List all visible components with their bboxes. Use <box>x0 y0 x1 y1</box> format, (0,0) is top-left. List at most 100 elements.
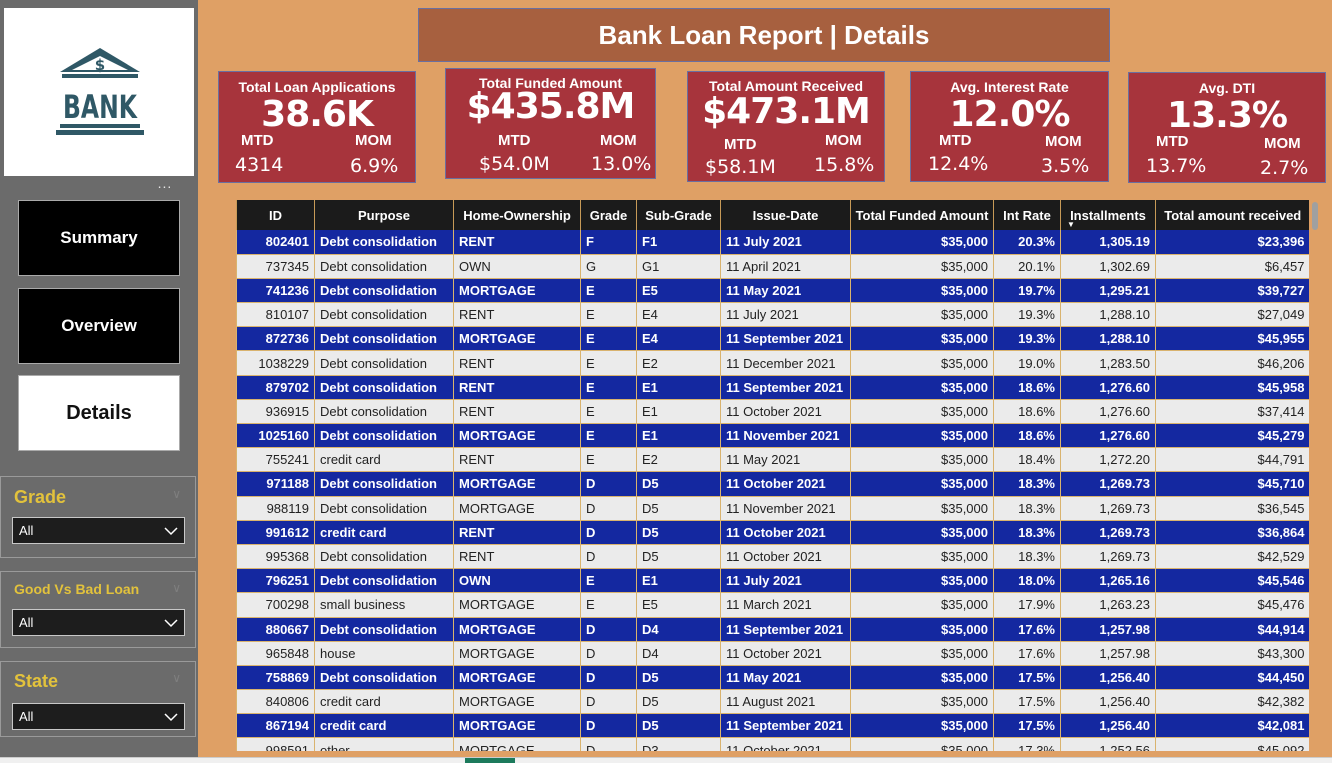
table-cell: D <box>580 617 637 642</box>
table-cell: 11 May 2021 <box>720 665 851 691</box>
collapse-chevron-icon[interactable]: ∨ <box>172 581 181 595</box>
column-header[interactable]: Issue-Date <box>720 200 851 230</box>
table-row[interactable]: 879702 Debt consolidation RENT E E1 11 Septem… <box>236 375 1309 400</box>
kpi-mom-value: 15.8% <box>814 154 875 176</box>
state-dropdown[interactable]: All <box>12 703 185 730</box>
collapse-chevron-icon[interactable]: ∨ <box>172 671 181 685</box>
table-row[interactable]: 936915 Debt consolidation RENT E E1 11 Octobe… <box>236 399 1309 425</box>
kpi-mom-label: MOM <box>825 132 862 149</box>
column-header[interactable]: ID <box>236 200 315 230</box>
column-header[interactable]: Home-Ownership <box>453 200 581 230</box>
table-cell: 1,272.20 <box>1060 447 1156 473</box>
table-cell: 20.3% <box>993 230 1061 255</box>
sort-descending-icon[interactable]: ▼ <box>1067 220 1075 229</box>
table-cell: $35,000 <box>850 496 994 521</box>
table-row[interactable]: 988119 Debt consolidation MORTGAGE D D5 11 No… <box>236 496 1309 521</box>
more-options-icon[interactable]: ... <box>157 175 173 191</box>
table-row[interactable]: 796251 Debt consolidation OWN E E1 11 July 20… <box>236 568 1309 594</box>
collapse-chevron-icon[interactable]: ∨ <box>172 487 181 501</box>
table-row[interactable]: 810107 Debt consolidation RENT E E4 11 July 2… <box>236 302 1309 328</box>
table-cell: D5 <box>636 689 721 715</box>
table-row[interactable]: 741236 Debt consolidation MORTGAGE E E5 11 Ma… <box>236 278 1309 304</box>
table-scrollbar[interactable] <box>1310 200 1320 751</box>
table-cell: 988119 <box>236 496 315 521</box>
table-cell: $6,457 <box>1155 254 1309 279</box>
kpi-title: Total Amount Received <box>708 78 864 94</box>
table-row[interactable]: 965848 house MORTGAGE D D4 11 October 2021 $35… <box>236 641 1309 666</box>
table-row[interactable]: 737345 Debt consolidation OWN G G1 11 April 2… <box>236 254 1309 279</box>
grade-dropdown-value: All <box>19 523 34 538</box>
bank-logo-card: $ BANK <box>4 8 194 176</box>
nav-summary-button[interactable]: Summary <box>18 200 180 276</box>
table-cell: 11 May 2021 <box>720 278 851 304</box>
table-cell: credit card <box>314 713 454 739</box>
table-row[interactable]: 758869 Debt consolidation MORTGAGE D D5 11 Ma… <box>236 665 1309 691</box>
nav-summary-label: Summary <box>60 228 138 247</box>
table-cell: F1 <box>636 230 721 255</box>
table-cell: $35,000 <box>850 302 994 328</box>
table-cell: Debt consolidation <box>314 544 454 570</box>
table-cell: D5 <box>636 471 721 497</box>
table-cell: $35,000 <box>850 665 994 691</box>
kpi-mom-label: MOM <box>600 132 637 149</box>
table-row[interactable]: 991612 credit card RENT D D5 11 October 2021 $… <box>236 520 1309 545</box>
column-header[interactable]: Total amount received <box>1155 200 1309 230</box>
kpi-mtd-label: MTD <box>939 132 972 149</box>
table-row[interactable]: 995368 Debt consolidation RENT D D5 11 Octobe… <box>236 544 1309 570</box>
table-cell: $42,081 <box>1155 713 1309 739</box>
table-cell: 17.5% <box>993 665 1061 691</box>
table-cell: $35,000 <box>850 471 994 497</box>
table-cell: 810107 <box>236 302 315 328</box>
table-cell: E <box>580 375 637 400</box>
table-row[interactable]: 872736 Debt consolidation MORTGAGE E E4 11 Se… <box>236 326 1309 352</box>
table-row[interactable]: 971188 Debt consolidation MORTGAGE D D5 11 Oc… <box>236 471 1309 497</box>
column-header[interactable]: Int Rate <box>993 200 1061 230</box>
table-cell: 737345 <box>236 254 315 279</box>
table-cell: MORTGAGE <box>453 496 581 521</box>
table-cell: Debt consolidation <box>314 278 454 304</box>
table-cell: 1,269.73 <box>1060 471 1156 497</box>
nav-details-button[interactable]: Details <box>18 375 180 451</box>
table-cell: 1,252.56 <box>1060 737 1156 751</box>
column-header[interactable]: Installments ▼ <box>1060 200 1156 230</box>
table-cell: 840806 <box>236 689 315 715</box>
good-vs-bad-loan-dropdown[interactable]: All <box>12 609 185 636</box>
table-row[interactable]: 880667 Debt consolidation MORTGAGE D D4 11 Se… <box>236 617 1309 642</box>
table-cell: 1,276.60 <box>1060 399 1156 425</box>
table-row[interactable]: 1025160 Debt consolidation MORTGAGE E E1 11 N… <box>236 423 1309 449</box>
table-row[interactable]: 755241 credit card RENT E E2 11 May 2021 $35,0… <box>236 447 1309 473</box>
table-row[interactable]: 840806 credit card MORTGAGE D D5 11 August 20… <box>236 689 1309 715</box>
table-cell: D5 <box>636 496 721 521</box>
table-cell: 18.6% <box>993 423 1061 449</box>
column-header[interactable]: Sub-Grade <box>636 200 721 230</box>
column-header[interactable]: Purpose <box>314 200 454 230</box>
table-row[interactable]: 802401 Debt consolidation RENT F F1 11 July 2… <box>236 230 1309 255</box>
active-page-tab[interactable] <box>465 758 515 763</box>
table-cell: 18.3% <box>993 544 1061 570</box>
table-cell: 17.5% <box>993 689 1061 715</box>
table-cell: D3 <box>636 737 721 751</box>
table-cell: MORTGAGE <box>453 278 581 304</box>
table-row[interactable]: 700298 small business MORTGAGE E E5 11 March … <box>236 592 1309 618</box>
table-cell: 1038229 <box>236 350 315 376</box>
table-cell: 11 July 2021 <box>720 230 851 255</box>
column-header[interactable]: Total Funded Amount <box>850 200 994 230</box>
column-header[interactable]: Grade <box>580 200 637 230</box>
table-cell: 18.4% <box>993 447 1061 473</box>
table-cell: RENT <box>453 544 581 570</box>
state-dropdown-value: All <box>19 709 34 724</box>
table-cell: E1 <box>636 375 721 400</box>
grade-dropdown[interactable]: All <box>12 517 185 544</box>
table-cell: 971188 <box>236 471 315 497</box>
kpi-value: $473.1M <box>702 91 871 132</box>
table-cell: 18.3% <box>993 496 1061 521</box>
table-row[interactable]: 998591 other MORTGAGE D D3 11 October 2021 $35… <box>236 737 1309 751</box>
table-cell: D <box>580 665 637 691</box>
scrollbar-thumb[interactable] <box>1312 202 1318 230</box>
table-row[interactable]: 867194 credit card MORTGAGE D D5 11 September… <box>236 713 1309 739</box>
kpi-title: Total Funded Amount <box>478 75 623 91</box>
kpi-mtd-value: 13.7% <box>1146 155 1207 177</box>
table-cell: E <box>580 399 637 425</box>
table-row[interactable]: 1038229 Debt consolidation RENT E E2 11 Decem… <box>236 350 1309 376</box>
nav-overview-button[interactable]: Overview <box>18 288 180 364</box>
